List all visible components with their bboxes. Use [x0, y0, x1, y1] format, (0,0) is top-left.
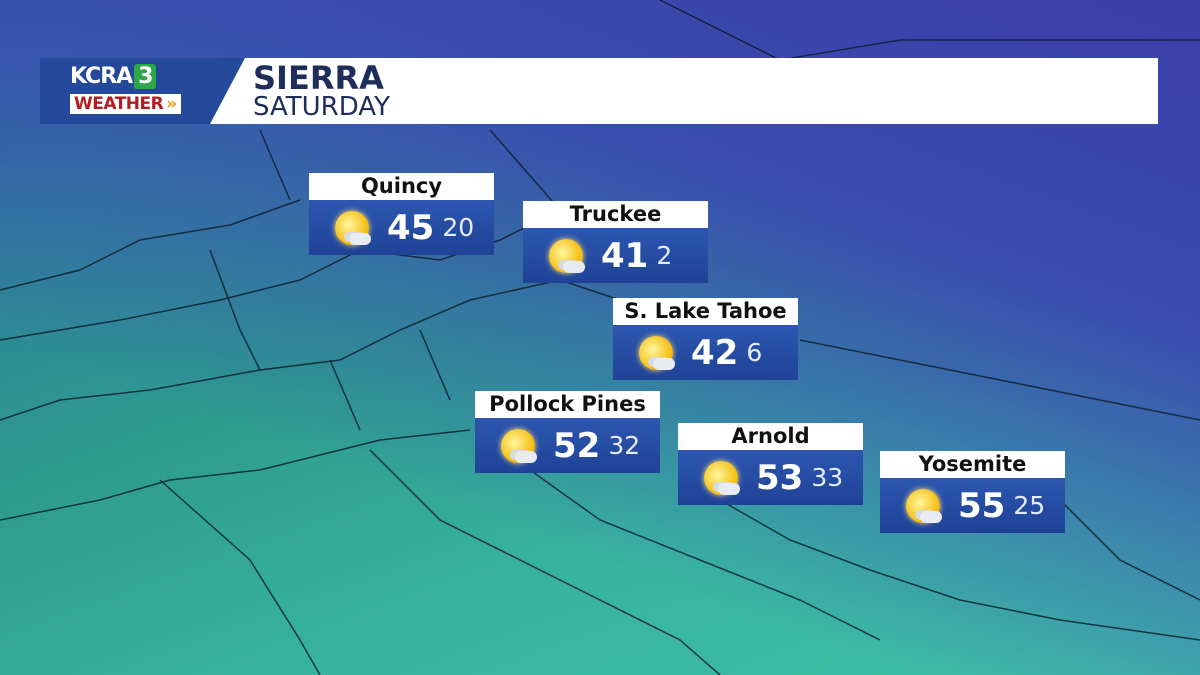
location-name: Pollock Pines	[475, 391, 660, 418]
mostly-sunny-icon	[547, 237, 585, 275]
location-name: Yosemite	[880, 451, 1065, 478]
forecast-card: Pollock Pines 52 32	[475, 391, 660, 473]
mostly-sunny-icon	[637, 334, 675, 372]
low-temp: 25	[1013, 491, 1046, 520]
mostly-sunny-icon	[904, 487, 942, 525]
page-subtitle: SATURDAY	[253, 92, 390, 122]
forecast-body: 55 25	[880, 478, 1065, 533]
forecast-card: Arnold 53 33	[678, 423, 863, 505]
high-temp: 52	[553, 425, 601, 466]
high-temp: 55	[958, 485, 1006, 526]
forecast-body: 42 6	[613, 325, 798, 380]
forecast-body: 41 2	[523, 228, 708, 283]
high-temp: 53	[756, 457, 804, 498]
low-temp: 32	[608, 431, 641, 460]
weather-logo: WEATHER»	[70, 94, 181, 114]
kcra-logo: KCRA 3	[70, 64, 157, 89]
low-temp: 33	[811, 463, 844, 492]
location-name: Truckee	[523, 201, 708, 228]
mostly-sunny-icon	[499, 427, 537, 465]
chevron-icon: »	[166, 94, 177, 114]
forecast-card: S. Lake Tahoe 42 6	[613, 298, 798, 380]
forecast-body: 52 32	[475, 418, 660, 473]
title-panel	[210, 58, 1158, 124]
low-temp: 6	[746, 338, 763, 367]
high-temp: 42	[691, 332, 739, 373]
location-name: Quincy	[309, 173, 494, 200]
forecast-card: Truckee 41 2	[523, 201, 708, 283]
mostly-sunny-icon	[333, 209, 371, 247]
low-temp: 2	[656, 241, 673, 270]
high-temp: 41	[601, 235, 649, 276]
forecast-card: Yosemite 55 25	[880, 451, 1065, 533]
low-temp: 20	[442, 213, 475, 242]
high-temp: 45	[387, 207, 435, 248]
mostly-sunny-icon	[702, 459, 740, 497]
forecast-body: 45 20	[309, 200, 494, 255]
header-banner: KCRA 3 WEATHER» SIERRA SATURDAY	[40, 58, 1158, 124]
location-name: Arnold	[678, 423, 863, 450]
page-title: SIERRA	[253, 59, 384, 97]
location-name: S. Lake Tahoe	[613, 298, 798, 325]
forecast-card: Quincy 45 20	[309, 173, 494, 255]
forecast-body: 53 33	[678, 450, 863, 505]
